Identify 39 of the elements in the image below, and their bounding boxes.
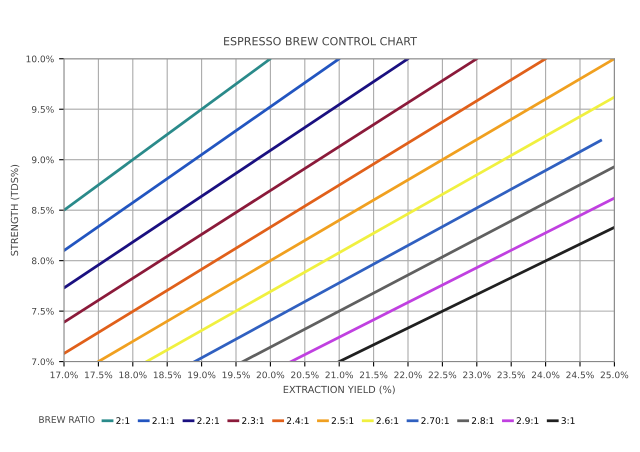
x-tick-label: 22.5%	[428, 371, 456, 378]
legend-label: 2.70:1	[421, 417, 449, 424]
legend-label: 2.5:1	[332, 417, 354, 424]
legend-label: 2.3:1	[242, 417, 264, 424]
x-tick-label: 20.0%	[256, 371, 284, 378]
x-tick-label: 19.0%	[188, 371, 216, 378]
legend-label: 3:1	[562, 417, 575, 424]
x-axis-title: EXTRACTION YIELD (%)	[284, 386, 395, 394]
x-tick-label: 25.0%	[600, 371, 628, 378]
x-tick-label: 24.0%	[532, 371, 560, 378]
x-tick-label: 23.5%	[498, 371, 526, 378]
x-tick-label: 18.5%	[154, 371, 182, 378]
y-tick-label: 7.5%	[32, 308, 54, 315]
x-tick-label: 23.0%	[463, 371, 491, 378]
y-tick-label: 7.0%	[32, 358, 54, 366]
x-tick-label: 21.5%	[360, 371, 388, 378]
legend-label: 2.8:1	[472, 417, 494, 424]
legend-label: 2.9:1	[516, 417, 538, 424]
x-tick-label: 17.0%	[50, 371, 78, 378]
x-tick-label: 21.0%	[326, 371, 354, 378]
y-tick-label: 9.0%	[32, 156, 54, 164]
legend-label: 2:1	[116, 417, 130, 424]
legend-label: 2.2:1	[197, 417, 219, 424]
x-tick-label: 24.5%	[566, 371, 594, 378]
legend-label: 2.6:1	[376, 417, 398, 424]
x-tick-label: 18.0%	[119, 371, 147, 378]
chart-title: ESPRESSO BREW CONTROL CHART	[224, 36, 418, 46]
legend-title: BREW RATIO	[39, 416, 95, 423]
x-tick-label: 20.5%	[291, 371, 319, 378]
legend-label: 2.4:1	[286, 417, 309, 424]
y-tick-label: 8.5%	[32, 206, 54, 214]
x-tick-label: 17.5%	[85, 371, 112, 378]
y-axis-title: STRENGTH (TDS%)	[10, 164, 20, 256]
x-tick-label: 19.5%	[222, 371, 250, 378]
y-tick-label: 9.5%	[32, 106, 54, 113]
y-tick-label: 8.0%	[32, 257, 54, 264]
legend-label: 2.1:1	[152, 417, 174, 424]
x-tick-label: 22.0%	[394, 371, 422, 378]
y-tick-label: 10.0%	[26, 55, 54, 62]
